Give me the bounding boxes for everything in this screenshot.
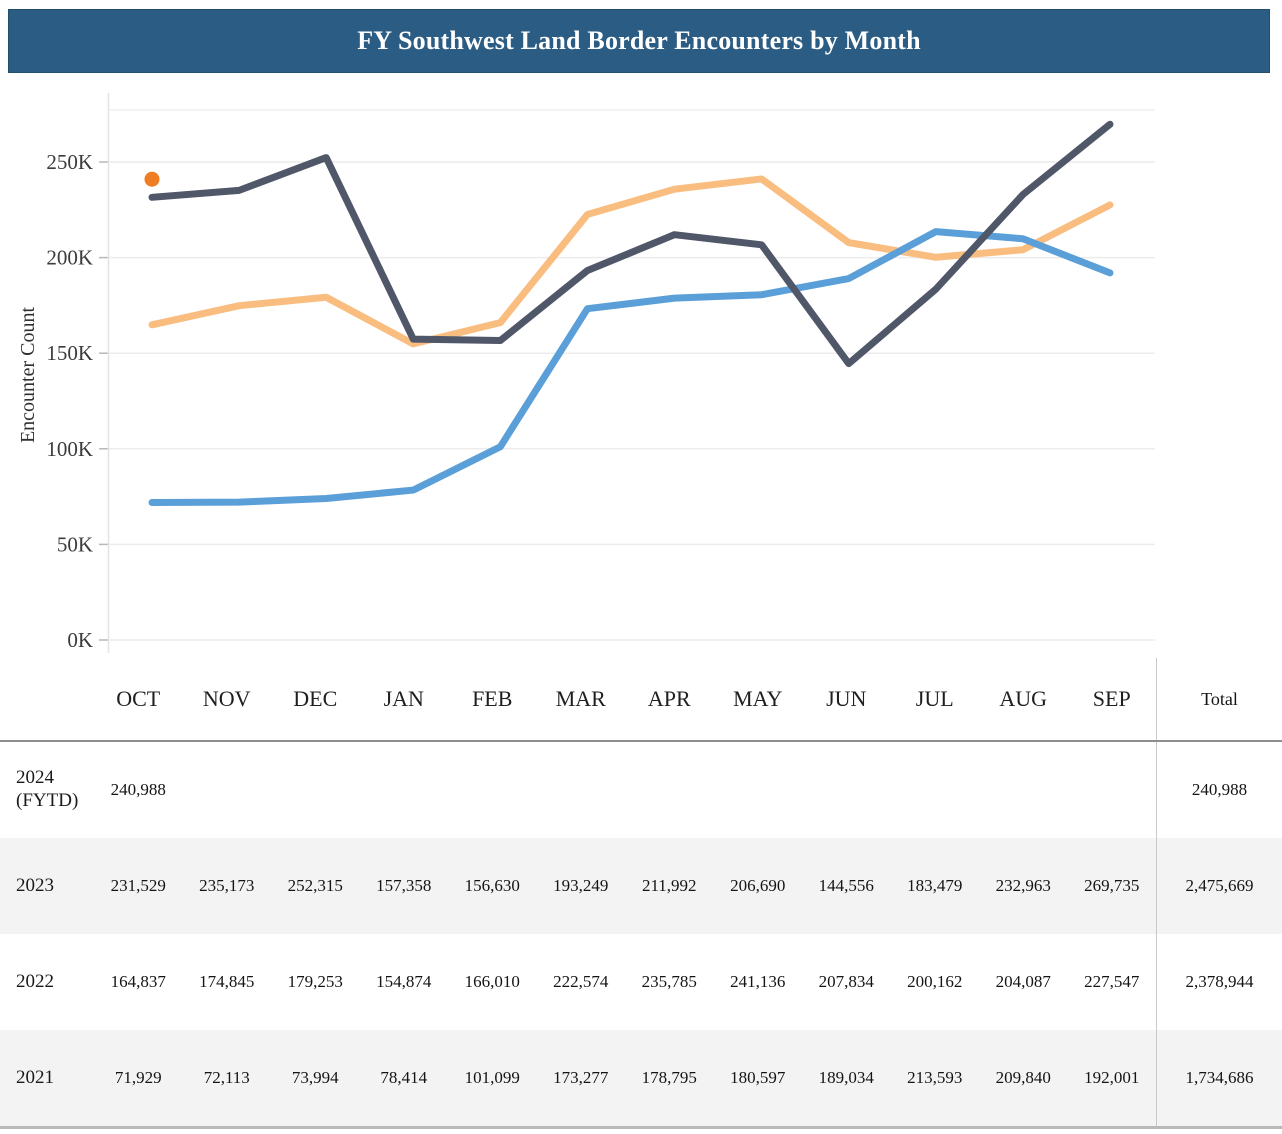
table-header-row: OCT NOV DEC JAN FEB MAR APR MAY JUN JUL AUG SEP Tota… [0,658,1282,742]
page-title: FY Southwest Land Border Encounters by M… [357,26,921,55]
encounter-value-cell: 164,837 [110,972,166,991]
encounter-value-cell [714,742,803,838]
table-row: 2024 (FYTD) 240,988 240,988 [0,742,1282,838]
encounter-value-cell [537,742,626,838]
column-header: OCT [116,686,161,711]
encounter-value-cell: 144,556 [818,876,874,895]
encounter-value-cell: 204,087 [995,972,1051,991]
column-header: DEC [293,686,338,711]
row-label-year: 2022 [16,970,54,992]
encounter-value-cell: 240,988 [110,780,166,799]
row-total-cell: 240,988 [1156,742,1282,838]
encounter-value-cell [1068,742,1157,838]
chart-region: 0K 50K 100K 150K 200K 250K Encounter Count [0,85,1282,658]
row-total-cell: 2,475,669 [1156,838,1282,934]
column-header: SEP [1092,686,1131,711]
encounter-value-cell: 174,845 [199,972,255,991]
encounter-value-cell [891,742,980,838]
total-column-header: Total [1156,658,1282,740]
encounter-value-cell: 200,162 [907,972,963,991]
y-tick-label: 50K [57,532,93,556]
encounter-value-cell: 166,010 [464,972,520,991]
row-total-cell: 2,378,944 [1156,934,1282,1030]
encounter-value-cell: 179,253 [287,972,343,991]
encounter-value-cell: 232,963 [995,876,1051,895]
series-line-2023 [148,120,1114,368]
column-header: JUL [915,686,954,711]
encounter-value-cell [360,742,449,838]
encounter-value-cell: 157,358 [376,876,432,895]
encounter-value-cell: 78,414 [380,1068,428,1087]
encounter-value-cell: 209,840 [995,1068,1051,1087]
encounter-value-cell: 192,001 [1084,1068,1140,1087]
y-tick-label: 150K [46,341,93,365]
encounter-value-cell [448,742,537,838]
y-tick-label: 200K [46,246,93,270]
table-row: 2023 231,529 235,173 252,315 157,358 156,630 1… [0,838,1282,934]
encounter-value-cell: 71,929 [114,1068,162,1087]
encounter-value-cell: 206,690 [730,876,786,895]
column-header: APR [647,686,691,711]
encounter-value-cell: 180,597 [730,1068,786,1087]
row-total-cell: 1,734,686 [1156,1030,1282,1126]
encounters-table: OCT NOV DEC JAN FEB MAR APR MAY JUN JUL AUG SEP Tota… [0,658,1282,1129]
column-header: AUG [999,686,1048,711]
encounter-value-cell: 213,593 [907,1068,963,1087]
encounter-value-cell: 154,874 [376,972,432,991]
encounter-value-cell: 235,785 [641,972,697,991]
encounter-value-cell: 173,277 [553,1068,609,1087]
encounter-value-cell: 222,574 [553,972,609,991]
encounter-value-cell: 101,099 [464,1068,520,1087]
table-row: 2021 71,929 72,113 73,994 78,414 101,099 173,2… [0,1030,1282,1129]
encounter-value-cell: 156,630 [464,876,520,895]
row-label-year: 2023 [16,874,54,896]
y-axis-title: Encounter Count [17,307,39,444]
title-bar: FY Southwest Land Border Encounters by M… [8,9,1270,73]
series-line-2021 [148,228,1114,506]
column-header: MAY [733,686,783,711]
row-label-year: 2021 [16,1066,54,1088]
encounter-value-cell [625,742,714,838]
encounter-value-cell: 183,479 [907,876,963,895]
encounter-value-cell: 189,034 [818,1068,874,1087]
encounter-value-cell: 231,529 [110,876,166,895]
encounter-value-cell [271,742,360,838]
encounter-value-cell [979,742,1068,838]
encounter-value-cell: 72,113 [203,1068,250,1087]
column-header: JAN [383,686,424,711]
y-tick-label: 100K [46,437,93,461]
encounter-value-cell: 73,994 [291,1068,339,1087]
y-tick-label: 250K [46,150,93,174]
encounter-value-cell: 269,735 [1084,876,1140,895]
row-label-year: 2024 (FYTD) [16,767,79,811]
column-header: JUN [826,686,867,711]
encounter-value-cell: 227,547 [1084,972,1140,991]
encounter-value-cell: 235,173 [199,876,255,895]
encounter-value-cell [802,742,891,838]
series-point-2024 (FYTD) [144,171,160,187]
column-header: NOV [202,686,251,711]
encounter-value-cell: 207,834 [818,972,874,991]
row-label-header [0,658,94,740]
encounter-value-cell: 252,315 [287,876,343,895]
encounters-line-chart: 0K 50K 100K 150K 200K 250K Encounter Count [17,93,1155,653]
column-header: MAR [555,686,606,711]
encounter-value-cell: 241,136 [730,972,786,991]
encounter-value-cell: 211,992 [641,876,697,895]
y-tick-label: 0K [67,628,93,652]
series-line-2022 [148,175,1114,348]
encounter-value-cell: 178,795 [641,1068,697,1087]
encounter-value-cell [183,742,272,838]
column-header: FEB [472,686,513,711]
encounter-value-cell: 193,249 [553,876,609,895]
table-row: 2022 164,837 174,845 179,253 154,874 166,010 2… [0,934,1282,1030]
